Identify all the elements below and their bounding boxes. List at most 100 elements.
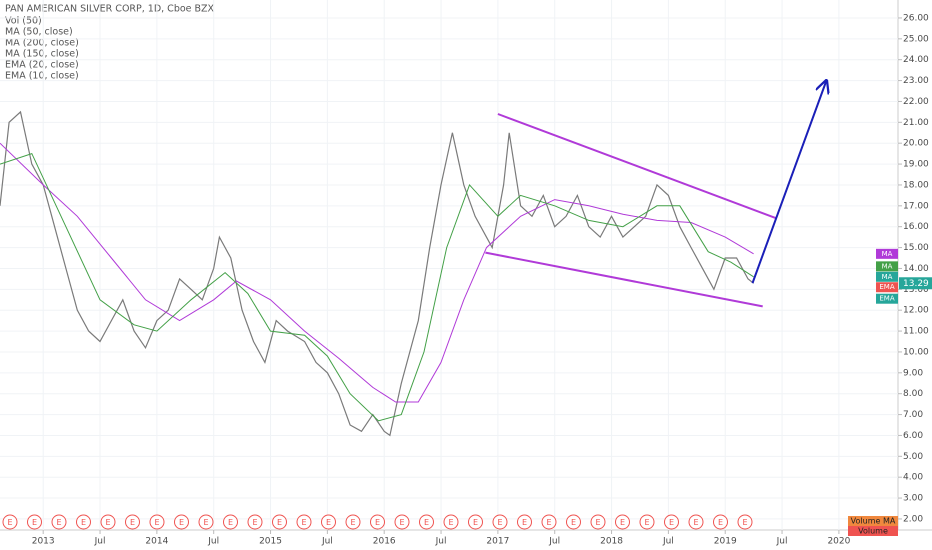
- earnings-label: E: [473, 518, 478, 527]
- earnings-label: E: [620, 518, 625, 527]
- earnings-label: E: [375, 518, 380, 527]
- price-badge-label: MA: [882, 262, 893, 270]
- earnings-marker: [492, 514, 508, 530]
- earnings-marker: [247, 514, 263, 530]
- earnings-label: E: [130, 518, 135, 527]
- y-tick-label: 17.00: [903, 201, 929, 211]
- y-tick-label: 23.00: [903, 76, 929, 86]
- earnings-label: E: [399, 518, 404, 527]
- earnings-label: E: [56, 518, 61, 527]
- earnings-marker: [321, 514, 336, 530]
- y-tick-label: 13.00: [903, 285, 929, 295]
- earnings-label: E: [424, 518, 429, 527]
- earnings-label: E: [669, 518, 674, 527]
- earnings-marker: [688, 514, 704, 530]
- earnings-label: E: [595, 518, 600, 527]
- earnings-label: E: [203, 518, 208, 527]
- earnings-marker: [272, 514, 287, 530]
- earnings-marker: [517, 514, 532, 530]
- legend-entry: MA (150, close): [5, 49, 79, 60]
- legend-entry: Vol (50): [5, 16, 42, 27]
- earnings-marker: [394, 514, 410, 530]
- y-tick-label: 22.00: [903, 97, 929, 107]
- earnings-marker: [541, 514, 557, 530]
- y-tick-label: 7.00: [903, 410, 923, 420]
- earnings-marker: [100, 514, 116, 530]
- y-tick-label: 2.00: [903, 514, 923, 524]
- price-badge-label: EMA: [879, 283, 894, 291]
- earnings-marker: [296, 514, 312, 530]
- y-tick-label: 15.00: [903, 243, 929, 253]
- earnings-label: E: [228, 518, 233, 527]
- earnings-marker: [345, 514, 361, 530]
- series-line: [0, 110, 754, 437]
- earnings-marker: [468, 514, 483, 530]
- y-tick-label: 10.00: [903, 347, 929, 357]
- earnings-label: E: [522, 518, 527, 527]
- price-badge: [876, 261, 898, 272]
- legend-entry: EMA (20, close): [5, 60, 79, 71]
- last-price-badge: [899, 277, 932, 290]
- earnings-label: E: [448, 518, 453, 527]
- legend-entry: MA (50, close): [5, 27, 73, 38]
- trend-line: [497, 113, 777, 220]
- y-tick-label: 24.00: [903, 55, 929, 65]
- volume-badge: [848, 526, 898, 536]
- price-badge-label: MA: [882, 250, 893, 258]
- x-tick-label: 2017: [486, 537, 509, 547]
- x-tick-label: Jul: [321, 537, 333, 547]
- earnings-label: E: [252, 518, 257, 527]
- y-tick-label: 14.00: [903, 264, 929, 274]
- price-badge-label: MA: [882, 273, 893, 281]
- earnings-marker: [27, 514, 42, 530]
- earnings-marker: [639, 514, 655, 530]
- earnings-marker: [713, 514, 728, 530]
- earnings-marker: [443, 514, 459, 530]
- earnings-marker: [174, 514, 189, 530]
- x-tick-label: 2015: [259, 537, 282, 547]
- earnings-label: E: [7, 518, 12, 527]
- price-badge: [876, 271, 898, 282]
- earnings-label: E: [326, 518, 331, 527]
- x-tick-label: 2018: [600, 537, 623, 547]
- y-tick-label: 25.00: [903, 34, 929, 44]
- price-badge: [876, 248, 898, 259]
- earnings-marker: [419, 514, 434, 530]
- legend: PAN AMERICAN SILVER CORP, 1D, Cboe BZX V…: [5, 4, 215, 82]
- earnings-label: E: [32, 518, 37, 527]
- earnings-marker: [2, 514, 18, 530]
- volume-badge-label: Volume: [858, 527, 888, 536]
- earnings-marker: [76, 514, 91, 530]
- earnings-label: E: [81, 518, 86, 527]
- y-tick-label: 9.00: [903, 368, 923, 378]
- trend-line: [751, 81, 827, 284]
- price-badge: [876, 293, 898, 304]
- earnings-label: E: [742, 518, 747, 527]
- y-tick-label: 21.00: [903, 118, 929, 128]
- legend-entry: MA (200, close): [5, 38, 79, 49]
- volume-badge-label: Volume MA: [851, 517, 896, 526]
- x-tick-label: Jul: [548, 537, 560, 547]
- earnings-label: E: [277, 518, 282, 527]
- series-line: [0, 152, 754, 422]
- earnings-marker: [149, 514, 165, 530]
- earnings-marker: [370, 514, 385, 530]
- x-tick-label: 2016: [373, 537, 396, 547]
- earnings-marker: [737, 514, 753, 530]
- earnings-label: E: [154, 518, 159, 527]
- earnings-label: E: [571, 518, 576, 527]
- y-tick-label: 19.00: [903, 160, 929, 170]
- x-tick-label: 2019: [714, 537, 737, 547]
- earnings-label: E: [179, 518, 184, 527]
- y-tick-label: 26.00: [903, 13, 929, 23]
- y-tick-label: 6.00: [903, 431, 923, 441]
- series-line: [0, 142, 754, 403]
- y-tick-label: 8.00: [903, 389, 923, 399]
- last-price-label: 13.29: [903, 279, 929, 289]
- earnings-marker: [223, 514, 238, 530]
- x-tick-label: Jul: [435, 537, 447, 547]
- earnings-label: E: [350, 518, 355, 527]
- earnings-label: E: [105, 518, 110, 527]
